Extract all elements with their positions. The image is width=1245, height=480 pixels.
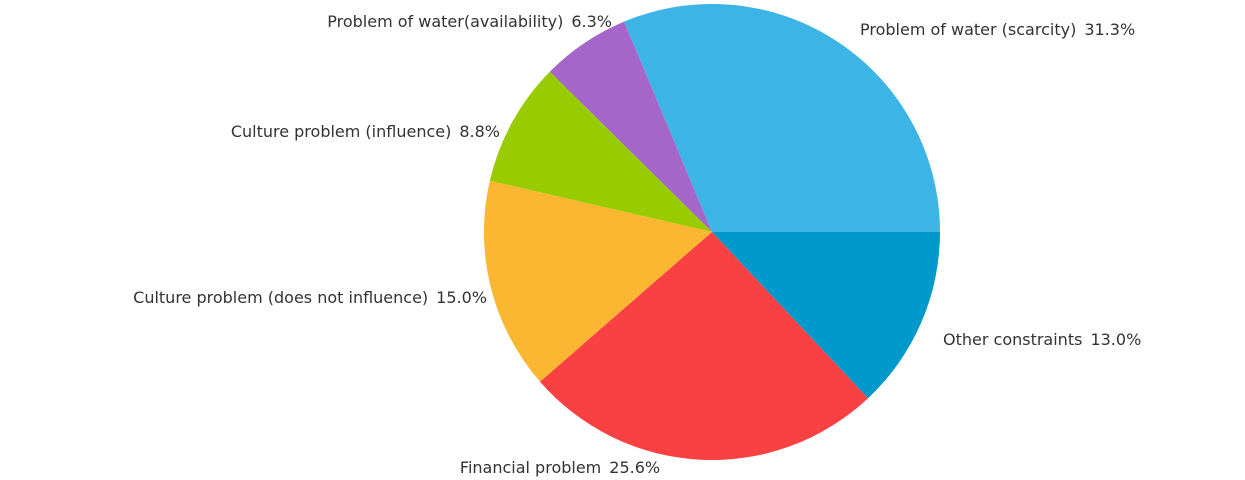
pie-slice [489, 71, 712, 232]
value-label: 25.6% [609, 458, 660, 477]
category-label: Problem of water(availability) [327, 12, 563, 31]
value-label: 6.3% [571, 12, 612, 31]
pie-slice [549, 21, 712, 232]
slice-label: Culture problem (does not influence) 15.0… [133, 288, 487, 307]
slice-label: Culture problem (influence) 8.8% [231, 122, 500, 141]
slice-label: Other constraints 13.0% [943, 330, 1141, 349]
category-label: Problem of water (scarcity) [860, 20, 1076, 39]
category-label: Culture problem (influence) [231, 122, 452, 141]
pie-slice [484, 180, 712, 382]
slice-label: Problem of water (scarcity) 31.3% [860, 20, 1135, 39]
slice-label: Problem of water(availability) 6.3% [327, 12, 612, 31]
value-label: 15.0% [436, 288, 487, 307]
category-label: Financial problem [460, 458, 601, 477]
value-label: 31.3% [1084, 20, 1135, 39]
category-label: Other constraints [943, 330, 1082, 349]
slice-label: Financial problem 25.6% [460, 458, 660, 477]
pie-slice [540, 232, 869, 460]
pie-slice [624, 4, 940, 233]
value-label: 13.0% [1090, 330, 1141, 349]
category-label: Culture problem (does not influence) [133, 288, 428, 307]
pie-slice [712, 232, 940, 399]
value-label: 8.8% [459, 122, 500, 141]
